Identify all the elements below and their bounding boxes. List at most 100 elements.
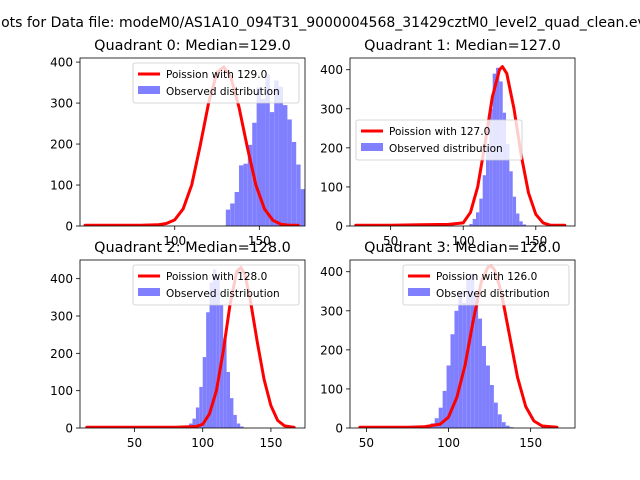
histogram-bar — [486, 145, 490, 226]
legend-patch-swatch — [408, 288, 430, 296]
axes-frame — [79, 57, 306, 227]
x-tick-label: 100 — [452, 234, 475, 248]
x-tick-label: 50 — [359, 436, 374, 450]
histogram-bar — [485, 365, 490, 428]
subplot-title: Quadrant 0: Median=129.0 — [94, 38, 291, 54]
histogram-bar — [446, 365, 451, 428]
subplot-1: 50 100 150 0 100 200 300 400 Quadrant 1: Median=… — [320, 38, 576, 248]
histogram-bar — [283, 105, 288, 226]
axes-frame — [349, 57, 576, 227]
histogram-bar — [247, 144, 253, 226]
histogram-bar — [493, 402, 498, 428]
y-tick-label: 100 — [320, 180, 343, 194]
subplot-3: 50 100 150 0 100 200 300 400 Quadrant 3: Median=… — [320, 240, 576, 450]
legend-patch-swatch — [138, 288, 160, 296]
histogram-bar — [300, 189, 305, 226]
histogram-bar — [212, 269, 217, 428]
y-tick-label: 400 — [320, 63, 343, 77]
subplot-title: Quadrant 1: Median=127.0 — [364, 38, 561, 54]
y-tick-label: 300 — [50, 310, 73, 324]
legend-box — [132, 264, 300, 306]
histogram-bar — [519, 221, 523, 226]
x-tick-label: 100 — [437, 436, 460, 450]
histogram-bar — [478, 318, 483, 428]
legend-label-observed: Observed distribution — [436, 288, 550, 300]
histogram-bar — [243, 163, 248, 226]
poisson-curve — [354, 65, 567, 226]
subplot-2: 50 100 150 0 100 200 300 400 Quadrant 2: Median=… — [50, 240, 306, 450]
histogram-bar — [512, 196, 517, 226]
y-tick-label: 200 — [320, 343, 343, 357]
figure-suptitle: Plots for Data file: modeM0/AS1A10_094T3… — [0, 15, 640, 31]
legend: Poission with 129.0 Observed distribution — [132, 62, 300, 104]
y-tick-label: 200 — [50, 347, 73, 361]
legend-box — [132, 62, 300, 104]
histogram-bar — [209, 282, 213, 428]
legend-patch-swatch — [138, 86, 160, 94]
histogram-bar — [469, 224, 473, 226]
histogram-bar — [501, 422, 506, 428]
histogram-bar — [458, 291, 463, 428]
histogram-bar — [256, 87, 262, 226]
axes-frame — [79, 259, 306, 429]
histogram-bar — [199, 386, 203, 428]
histogram-bar — [472, 218, 476, 226]
histogram-bar — [454, 310, 459, 428]
y-tick-label: 200 — [50, 138, 73, 152]
y-tick-label: 300 — [50, 97, 73, 111]
histogram-bar — [195, 407, 200, 428]
y-tick-label: 100 — [50, 384, 73, 398]
x-tick-label: 150 — [524, 234, 547, 248]
x-tick-label: 50 — [383, 234, 398, 248]
histogram-bar — [489, 385, 494, 428]
histogram-bar — [470, 273, 475, 428]
histogram-bar — [506, 143, 510, 226]
histogram-bar — [442, 390, 447, 428]
histogram-bar — [482, 175, 487, 226]
legend-label-poisson: Poission with 128.0 — [166, 271, 267, 283]
legend-label-poisson: Poission with 126.0 — [436, 271, 537, 283]
y-tick-label: 0 — [65, 422, 73, 436]
histogram-bar — [192, 418, 196, 428]
y-tick-label: 400 — [320, 265, 343, 279]
legend-patch-swatch — [361, 143, 383, 151]
y-tick-label: 100 — [50, 179, 73, 193]
y-tick-label: 400 — [50, 56, 73, 70]
histogram-bar — [482, 345, 486, 428]
histogram-bar — [516, 213, 520, 226]
x-tick-label: 150 — [519, 436, 542, 450]
histogram-bar — [274, 80, 279, 226]
legend-box — [355, 119, 523, 161]
histogram-bar — [233, 414, 237, 428]
histogram-bar — [226, 372, 230, 428]
legend: Poission with 127.0 Observed distribution — [355, 119, 523, 161]
y-tick-label: 0 — [65, 220, 73, 234]
histogram-bar — [522, 224, 527, 226]
x-tick-label: 50 — [127, 436, 142, 450]
histogram-bar — [497, 414, 502, 428]
histogram-bar — [434, 418, 439, 428]
legend-label-poisson: Poission with 127.0 — [389, 126, 490, 138]
y-tick-label: 200 — [320, 141, 343, 155]
x-tick-label: 150 — [259, 436, 282, 450]
histogram-bar — [206, 312, 210, 428]
histogram-bar — [474, 295, 479, 428]
x-tick-label: 100 — [163, 234, 186, 248]
y-tick-label: 300 — [320, 304, 343, 318]
histogram-bar — [509, 171, 513, 226]
legend: Poission with 126.0 Observed distribution — [402, 264, 570, 306]
histogram-bar — [261, 98, 266, 226]
histogram-bar — [265, 74, 270, 226]
histogram-bar — [240, 426, 244, 428]
legend-label-observed: Observed distribution — [166, 86, 280, 98]
histogram-bar — [438, 407, 443, 428]
histogram-bar — [287, 119, 292, 226]
histogram-bar — [479, 198, 483, 226]
histogram-bar — [202, 357, 207, 428]
axes-frame — [349, 259, 576, 429]
legend: Poission with 128.0 Observed distribution — [132, 264, 300, 306]
subplot-0: 100 150 0 100 200 300 400 Quadrant 0: Median=12… — [50, 38, 306, 248]
histogram-bar — [269, 112, 275, 226]
